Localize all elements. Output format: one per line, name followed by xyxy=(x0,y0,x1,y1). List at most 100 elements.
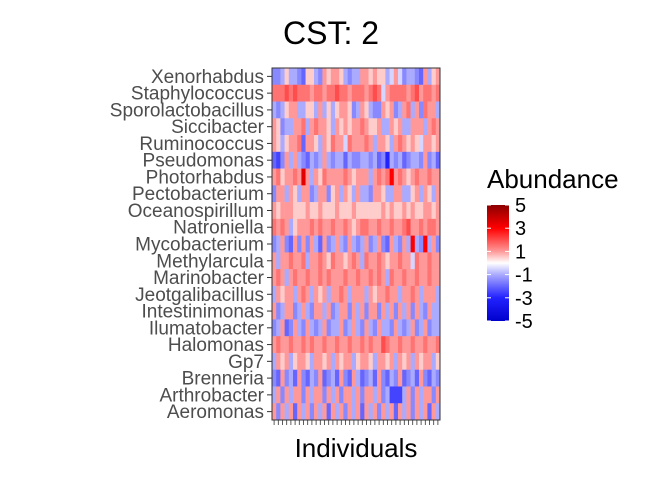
heatmap-cell xyxy=(368,118,374,136)
heatmap-cell xyxy=(343,336,348,354)
heatmap-cell xyxy=(398,101,403,119)
heatmap-cell xyxy=(318,369,323,387)
heatmap-cell xyxy=(276,151,281,169)
heatmap-cell xyxy=(335,168,340,186)
heatmap-cell xyxy=(330,336,336,354)
heatmap-cell xyxy=(423,319,428,337)
heatmap-cell xyxy=(301,185,306,203)
heatmap-cell xyxy=(309,319,315,337)
heatmap-cell xyxy=(381,185,386,203)
heatmap-cell xyxy=(305,168,311,186)
heatmap-cell xyxy=(385,269,390,287)
heatmap-cell xyxy=(322,168,327,186)
heatmap-cell xyxy=(343,118,348,136)
heatmap-cell xyxy=(414,218,420,236)
heatmap-cell xyxy=(360,168,365,186)
y-tick-label: Staphylococcus xyxy=(131,84,264,105)
heatmap-cell xyxy=(398,68,403,86)
heatmap-cell xyxy=(276,185,281,203)
heatmap-cell xyxy=(280,352,285,371)
heatmap-cell xyxy=(288,118,294,136)
heatmap-cell xyxy=(356,302,361,320)
heatmap-cell xyxy=(360,101,365,119)
heatmap-cell xyxy=(435,269,441,287)
heatmap-cell xyxy=(419,101,424,119)
heatmap-cell xyxy=(431,218,437,236)
heatmap-cell xyxy=(351,252,357,270)
heatmap-cell xyxy=(301,202,306,220)
heatmap-cell xyxy=(330,386,336,404)
heatmap-cell xyxy=(288,269,294,287)
heatmap-cell xyxy=(351,352,357,371)
heatmap-cell xyxy=(414,319,420,337)
heatmap-cell xyxy=(339,202,344,220)
heatmap-cell xyxy=(406,101,411,119)
heatmap-cell xyxy=(372,319,378,337)
heatmap-cell xyxy=(427,185,432,203)
heatmap-cell xyxy=(301,135,306,153)
heatmap-cell xyxy=(297,386,302,404)
heatmap-cell xyxy=(381,84,386,102)
heatmap-cell xyxy=(423,68,428,86)
heatmap-cell xyxy=(414,235,420,253)
heatmap-cell xyxy=(419,84,424,102)
legend-ticks: 531-1-3-5 xyxy=(487,195,533,333)
heatmap-cell xyxy=(393,285,399,303)
heatmap-cell xyxy=(318,185,323,203)
heatmap-cell xyxy=(276,218,281,236)
heatmap-cell xyxy=(368,386,374,404)
heatmap-cell xyxy=(368,302,374,320)
heatmap-cell xyxy=(347,386,353,404)
heatmap-cell xyxy=(414,336,420,354)
heatmap-cell xyxy=(364,352,369,371)
heatmap-cell xyxy=(351,168,357,186)
heatmap-cell xyxy=(381,302,386,320)
heatmap-cell xyxy=(339,403,344,421)
heatmap-cell xyxy=(364,252,369,270)
heatmap-cell xyxy=(347,302,353,320)
heatmap-cell xyxy=(356,336,361,354)
heatmap-cell xyxy=(330,285,336,303)
heatmap-cell xyxy=(356,84,361,102)
heatmap-cell xyxy=(398,84,403,102)
heatmap-cell xyxy=(402,269,407,287)
heatmap-cell xyxy=(435,218,441,236)
heatmap-cell xyxy=(372,302,378,320)
heatmap-cell xyxy=(419,302,424,320)
heatmap-cell xyxy=(356,403,361,421)
heatmap-cell xyxy=(272,252,277,270)
heatmap-cell xyxy=(368,151,374,169)
heatmap-cell xyxy=(393,101,399,119)
heatmap-cell xyxy=(402,336,407,354)
heatmap-cell xyxy=(276,352,281,371)
heatmap-cell xyxy=(393,151,399,169)
heatmap-cell xyxy=(381,285,386,303)
heatmap-cell xyxy=(385,151,390,169)
heatmap-cell xyxy=(364,218,369,236)
heatmap-cell xyxy=(301,369,306,387)
heatmap-cell xyxy=(414,84,420,102)
heatmap-cell xyxy=(419,135,424,153)
heatmap-cell xyxy=(314,101,319,119)
heatmap-cell xyxy=(381,403,386,421)
heatmap-cell xyxy=(339,352,344,371)
heatmap-cell xyxy=(272,235,277,253)
heatmap-cell xyxy=(360,269,365,287)
heatmap-cell xyxy=(364,118,369,136)
heatmap-cell xyxy=(326,68,332,86)
heatmap-cell xyxy=(347,235,353,253)
heatmap-cell xyxy=(364,235,369,253)
heatmap-cell xyxy=(280,386,285,404)
heatmap-cell xyxy=(284,218,290,236)
heatmap-cell xyxy=(288,386,294,404)
heatmap-cell xyxy=(435,68,441,86)
legend-tick-label: -1 xyxy=(515,265,533,287)
heatmap-cell xyxy=(305,135,311,153)
heatmap-cell xyxy=(372,84,378,102)
heatmap-cell xyxy=(372,235,378,253)
heatmap-cell xyxy=(419,118,424,136)
heatmap-cell xyxy=(276,336,281,354)
heatmap-cell xyxy=(314,151,319,169)
heatmap-cell xyxy=(431,151,437,169)
heatmap-cell xyxy=(322,151,327,169)
